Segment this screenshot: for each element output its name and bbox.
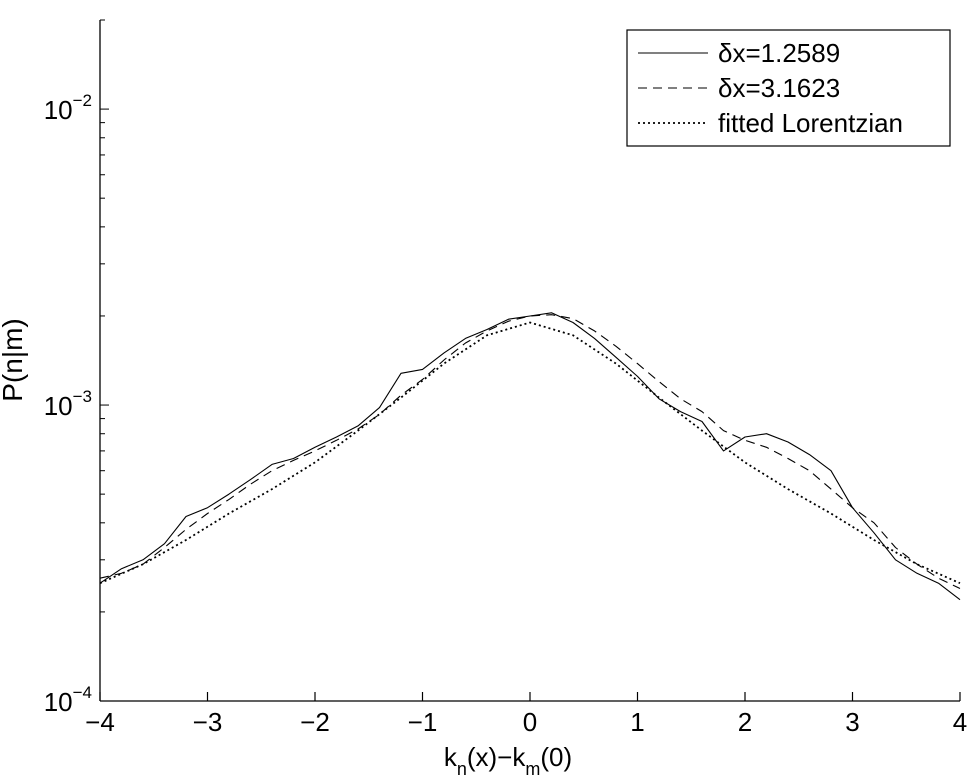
- y-tick-label: 10−4: [44, 683, 92, 717]
- series-layer: [99, 312, 961, 601]
- x-tick-label: −4: [85, 707, 115, 737]
- x-tick-label: 1: [630, 707, 644, 737]
- x-ticks: −4 −3 −2 −1 0 1 2 3 4: [85, 692, 967, 737]
- y-axis-label: P(n|m): [0, 318, 28, 402]
- legend-label: δx=1.2589: [718, 38, 840, 68]
- y-ticks: 10−4 10−3 10−2: [44, 19, 109, 717]
- x-tick-label: −1: [408, 707, 438, 737]
- x-tick-label: 3: [845, 707, 859, 737]
- y-tick-label: 10−2: [44, 91, 92, 125]
- series-line-1: [99, 312, 961, 601]
- x-tick-label: −3: [193, 707, 223, 737]
- legend: δx=1.2589 δx=3.1623 fitted Lorentzian: [626, 29, 951, 147]
- y-tick-label: 10−3: [44, 387, 92, 421]
- x-tick-label: 0: [523, 707, 537, 737]
- legend-label: δx=3.1623: [718, 73, 840, 103]
- x-axis-label: kn(x)−km(0): [444, 742, 572, 779]
- series-line-3: [99, 321, 961, 585]
- x-tick-label: 2: [738, 707, 752, 737]
- legend-box: [626, 29, 951, 147]
- x-tick-label: −2: [300, 707, 330, 737]
- series-line-2: [99, 314, 961, 589]
- x-tick-label: 4: [953, 707, 967, 737]
- legend-label: fitted Lorentzian: [718, 108, 903, 138]
